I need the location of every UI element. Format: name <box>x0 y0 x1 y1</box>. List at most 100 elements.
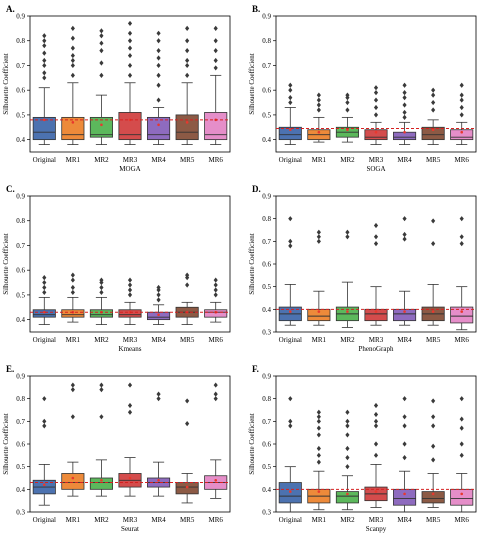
outlier-point <box>42 418 47 424</box>
y-axis-label: Silhouette Coefficient <box>2 53 10 115</box>
y-tick-label: 0.5 <box>16 291 25 299</box>
outlier-point <box>373 418 379 424</box>
y-tick-label: 0.9 <box>262 13 271 21</box>
box-mr2 <box>89 28 113 145</box>
outlier-point <box>288 216 293 222</box>
x-tick-label: MR3 <box>123 516 138 524</box>
outlier-point <box>288 418 293 424</box>
iqr-box <box>204 112 228 141</box>
outlier-point <box>185 57 190 64</box>
iqr-box <box>421 491 445 504</box>
y-tick-label: 0.6 <box>262 261 271 269</box>
outlier-point <box>42 284 47 291</box>
y-tick-label: 0.8 <box>16 217 25 225</box>
x-tick-label: MR6 <box>455 516 470 524</box>
mean-marker <box>317 490 321 493</box>
x-tick-label: MR1 <box>66 516 81 524</box>
box-mr5 <box>421 87 445 145</box>
x-tick-label: Original <box>279 516 302 524</box>
outlier-point <box>70 57 75 64</box>
outlier-point <box>459 416 464 422</box>
x-tick-label: MR1 <box>312 156 327 164</box>
outlier-point <box>316 238 321 244</box>
outlier-point <box>99 382 104 388</box>
mean-marker <box>431 492 435 496</box>
x-axis-label: SOGA <box>366 165 385 173</box>
mean-marker <box>403 310 406 313</box>
y-tick-label: 0.8 <box>16 37 25 45</box>
outlier-point <box>213 396 218 402</box>
outlier-point <box>373 241 379 247</box>
outlier-point <box>42 423 47 429</box>
box-mr3 <box>364 85 388 145</box>
outlier-point <box>185 25 190 31</box>
outlier-point <box>127 287 133 293</box>
x-tick-label: MR3 <box>123 336 138 344</box>
outlier-point <box>42 50 47 56</box>
box-mr3 <box>364 222 388 326</box>
outlier-point <box>345 99 350 106</box>
box-mr2 <box>335 409 359 511</box>
outlier-point <box>316 229 321 235</box>
outlier-point <box>42 38 47 44</box>
mean-marker <box>100 478 103 482</box>
outlier-point <box>316 432 321 438</box>
outlier-point <box>185 48 190 54</box>
iqr-box <box>61 473 85 490</box>
plot-frame <box>29 15 231 153</box>
y-axis-label: Silhouette Coefficient <box>248 413 256 475</box>
outlier-point <box>99 48 104 54</box>
x-tick-label: MR5 <box>180 336 195 344</box>
outlier-point <box>156 396 161 402</box>
outlier-point <box>345 432 350 438</box>
y-tick-label: 0.7 <box>16 418 25 426</box>
box-original <box>32 33 56 145</box>
box-mr4 <box>393 82 417 145</box>
y-tick-label: 0.6 <box>262 87 271 95</box>
outlier-point <box>70 414 75 420</box>
outlier-point <box>459 396 464 402</box>
outlier-point <box>373 452 379 458</box>
outlier-point <box>42 396 47 402</box>
outlier-point <box>431 423 436 429</box>
x-tick-label: MR1 <box>312 336 327 344</box>
box-mr6 <box>204 277 228 323</box>
outlier-point <box>213 65 218 71</box>
outlier-point <box>288 238 293 244</box>
y-tick-label: 0.9 <box>262 373 271 381</box>
outlier-point <box>42 279 47 286</box>
x-tick-label: MR2 <box>94 336 109 344</box>
mean-marker <box>317 130 321 134</box>
x-tick-label: MR2 <box>340 156 355 164</box>
outlier-point <box>127 72 133 78</box>
outlier-point <box>70 52 75 59</box>
mean-marker <box>128 476 132 480</box>
outlier-point <box>99 33 104 39</box>
mean-marker <box>71 121 75 124</box>
outlier-point <box>345 107 350 113</box>
outlier-point <box>70 289 75 296</box>
mean-marker <box>157 123 160 127</box>
x-tick-label: MR4 <box>397 336 412 344</box>
panel-d: D. 0.3 0.4 0.5 0.6 0.7 0.8 0.9 Silhouette Coeffi… <box>248 184 477 353</box>
x-tick-label: MR5 <box>426 516 441 524</box>
outlier-point <box>345 445 350 452</box>
mean-marker <box>346 310 349 313</box>
outlier-point <box>127 45 133 51</box>
outlier-point <box>316 107 321 113</box>
y-tick-label: 0.4 <box>262 486 271 494</box>
outlier-point <box>402 236 407 242</box>
box-original <box>278 82 302 145</box>
mean-marker <box>374 310 378 313</box>
iqr-box <box>450 129 474 141</box>
mean-marker <box>42 118 46 122</box>
outlier-point <box>70 387 75 393</box>
outlier-point <box>316 418 321 424</box>
outlier-point <box>431 92 436 98</box>
outlier-point <box>288 243 293 249</box>
outlier-point <box>373 112 379 118</box>
box-mr5 <box>175 272 199 325</box>
outlier-point <box>459 97 464 103</box>
outlier-point <box>316 425 321 431</box>
outlier-point <box>185 282 190 288</box>
